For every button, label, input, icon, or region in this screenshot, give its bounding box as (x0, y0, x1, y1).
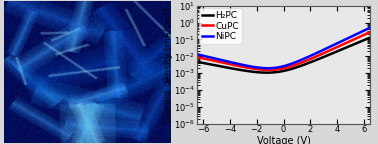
Line: CuPC: CuPC (197, 32, 370, 70)
H₂PC (363, 39, 368, 40)
X-axis label: Voltage (V): Voltage (V) (257, 136, 310, 144)
NiPC (279, 66, 284, 68)
NiPC (363, 29, 368, 31)
CuPC (363, 33, 368, 35)
CuPC (194, 56, 199, 58)
H₂PC (363, 39, 368, 40)
CuPC (363, 33, 368, 35)
NiPC (368, 27, 373, 28)
Line: H₂PC: H₂PC (197, 37, 370, 73)
CuPC (274, 69, 279, 70)
H₂PC (274, 71, 279, 73)
H₂PC (368, 37, 373, 38)
CuPC (203, 58, 208, 60)
NiPC (331, 44, 336, 46)
NiPC (203, 55, 208, 57)
Legend: H₂PC, CuPC, NiPC: H₂PC, CuPC, NiPC (199, 8, 242, 44)
H₂PC (265, 72, 269, 74)
H₂PC (331, 52, 336, 54)
Line: NiPC: NiPC (197, 28, 370, 68)
CuPC (368, 31, 373, 33)
NiPC (363, 29, 368, 31)
NiPC (266, 67, 270, 69)
CuPC (331, 48, 336, 50)
H₂PC (279, 71, 284, 72)
NiPC (274, 67, 279, 69)
CuPC (267, 69, 271, 71)
H₂PC (203, 62, 208, 64)
Y-axis label: Current density (mA/cm²): Current density (mA/cm²) (164, 7, 173, 123)
CuPC (279, 68, 284, 70)
H₂PC (194, 61, 199, 62)
NiPC (194, 53, 199, 55)
